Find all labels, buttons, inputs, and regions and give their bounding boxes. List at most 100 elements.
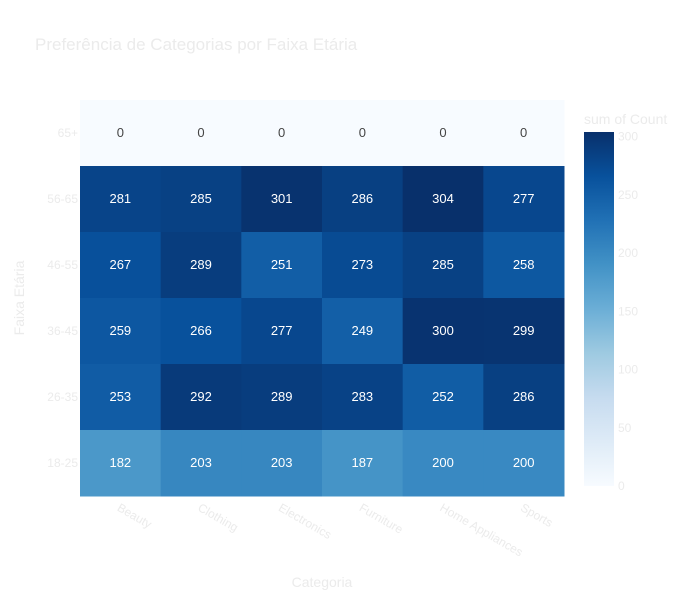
heatmap-cell — [322, 298, 404, 365]
y-tick-label: 36-45 — [47, 324, 78, 338]
heatmap-cell — [160, 430, 242, 497]
cell-value-label: 249 — [351, 323, 373, 338]
cell-value-label: 273 — [351, 257, 373, 272]
heatmap-cell — [322, 364, 404, 431]
cell-value-label: 251 — [271, 257, 293, 272]
heatmap-cell — [483, 100, 565, 167]
cell-value-label: 299 — [513, 323, 535, 338]
x-tick-label: Furniture — [357, 500, 406, 536]
cell-value-label: 289 — [190, 257, 212, 272]
cell-value-label: 286 — [513, 389, 535, 404]
heatmap-cell — [322, 430, 404, 497]
colorbar-title: sum of Count — [584, 111, 667, 127]
heatmap-cell — [241, 166, 323, 233]
cell-value-label: 0 — [278, 125, 285, 140]
heatmap-cell — [241, 100, 323, 167]
colorbar-tick-label: 0 — [618, 479, 625, 493]
x-axis-ticks: Beauty Clothing Electronics Furniture Home A… — [115, 500, 555, 559]
heatmap-cell — [80, 232, 162, 299]
cell-value-label: 0 — [197, 125, 204, 140]
cell-value-label: 281 — [109, 191, 131, 206]
cell-value-label: 259 — [109, 323, 131, 338]
cell-value-label: 292 — [190, 389, 212, 404]
heatmap-cell — [160, 232, 242, 299]
heatmap-cell — [483, 232, 565, 299]
heatmap-cell — [402, 232, 484, 299]
cell-value-label: 0 — [520, 125, 527, 140]
y-axis-title: Faixa Etária — [11, 260, 27, 335]
x-tick-label: Electronics — [276, 500, 334, 541]
heatmap-cell — [402, 364, 484, 431]
y-tick-label: 18-25 — [47, 456, 78, 470]
cell-value-label: 285 — [432, 257, 454, 272]
heatmap-cell — [241, 232, 323, 299]
x-tick-label: Beauty — [115, 500, 154, 531]
y-tick-label: 46-55 — [47, 258, 78, 272]
cell-value-label: 258 — [513, 257, 535, 272]
heatmap-cell — [483, 430, 565, 497]
x-tick-label: Sports — [518, 500, 555, 529]
cell-value-label: 277 — [513, 191, 535, 206]
colorbar-tick-label: 50 — [618, 421, 632, 435]
cell-value-label: 0 — [439, 125, 446, 140]
colorbar-tick-label: 100 — [618, 363, 638, 377]
x-axis-title: Categoria — [292, 574, 353, 590]
heatmap-cell — [322, 166, 404, 233]
cell-value-label: 289 — [271, 389, 293, 404]
cell-value-label: 267 — [109, 257, 131, 272]
x-tick-label: Home Appliances — [438, 500, 526, 559]
heatmap-cell — [483, 298, 565, 365]
cell-value-label: 300 — [432, 323, 454, 338]
heatmap-cell — [483, 364, 565, 431]
heatmap-cell — [402, 100, 484, 167]
colorbar-tick-label: 200 — [618, 246, 638, 260]
y-tick-label: 56-65 — [47, 192, 78, 206]
heatmap-cell — [402, 298, 484, 365]
cell-value-label: 200 — [513, 455, 535, 470]
cell-value-label: 286 — [351, 191, 373, 206]
cell-value-label: 277 — [271, 323, 293, 338]
cell-value-label: 252 — [432, 389, 454, 404]
heatmap-cell — [241, 364, 323, 431]
cell-value-label: 304 — [432, 191, 454, 206]
heatmap-cell — [160, 364, 242, 431]
colorbar-tick-label: 250 — [618, 188, 638, 202]
cell-value-label: 203 — [190, 455, 212, 470]
heatmap-cell — [160, 100, 242, 167]
cell-value-label: 301 — [271, 191, 293, 206]
y-tick-label: 26-35 — [47, 390, 78, 404]
y-tick-label: 65+ — [58, 126, 78, 140]
colorbar-tick-label: 150 — [618, 304, 638, 318]
heatmap-cell — [322, 100, 404, 167]
cell-value-label: 285 — [190, 191, 212, 206]
heatmap-cell — [80, 298, 162, 365]
heatmap-cell — [160, 166, 242, 233]
x-tick-label: Clothing — [196, 500, 241, 534]
heatmap-cell — [241, 298, 323, 365]
heatmap-cell — [80, 100, 162, 167]
heatmap-cell-labels: 0 0 0 0 0 0 281 285 301 286 304 277 267 289 251 273 285 2… — [109, 125, 534, 470]
y-axis-ticks: 65+ 56-65 46-55 36-45 26-35 18-25 — [47, 126, 78, 470]
cell-value-label: 253 — [109, 389, 131, 404]
colorbar — [584, 132, 614, 486]
chart-title: Preferência de Categorias por Faixa Etár… — [35, 35, 358, 54]
cell-value-label: 187 — [351, 455, 373, 470]
heatmap-cell — [80, 364, 162, 431]
heatmap-cell — [241, 430, 323, 497]
colorbar-ticks: 0 50 100 150 200 250 300 — [618, 130, 638, 493]
cell-value-label: 0 — [359, 125, 366, 140]
cell-value-label: 0 — [117, 125, 124, 140]
cell-value-label: 203 — [271, 455, 293, 470]
heatmap-cells — [80, 100, 565, 497]
heatmap-cell — [322, 232, 404, 299]
heatmap-cell — [402, 430, 484, 497]
cell-value-label: 283 — [351, 389, 373, 404]
heatmap-cell — [80, 166, 162, 233]
cell-value-label: 200 — [432, 455, 454, 470]
heatmap-cell — [402, 166, 484, 233]
cell-value-label: 182 — [109, 455, 131, 470]
heatmap-cell — [80, 430, 162, 497]
cell-value-label: 266 — [190, 323, 212, 338]
